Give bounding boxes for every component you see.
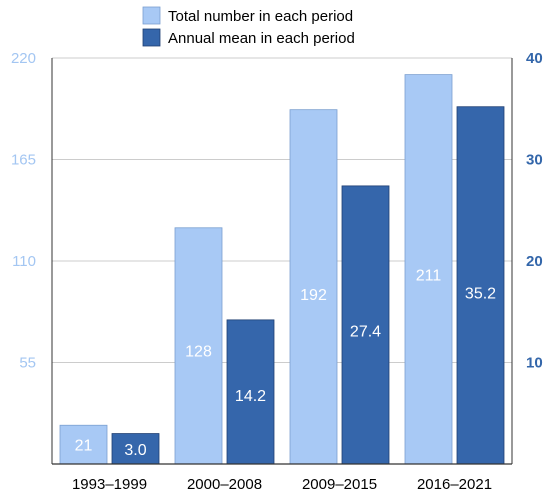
axes: 55 110 165 220 10 20 30 40 1993–1999 2000–2008 200… [11,50,543,493]
bar-total [174,227,223,465]
category-label: 2009–2015 [302,476,377,493]
left-axis-tick-label: 220 [11,50,36,67]
bar-data-label: 211 [416,268,442,285]
bar-data-label: 35.2 [465,286,496,303]
bar-data-label: 27.4 [350,324,381,341]
category-label: 2000–2008 [187,476,262,493]
bar-total [289,109,338,465]
right-axis-tick-label: 10 [526,355,543,372]
left-axis-tick-label: 55 [19,355,36,372]
bar-data-label: 14.2 [235,388,266,405]
bar-data-label: 3.0 [124,442,146,459]
bar-mean [456,106,505,465]
legend-swatch-mean [142,28,161,47]
legend-label-mean: Annual mean in each period [168,30,355,47]
left-axis-tick-label: 165 [11,152,36,169]
bar-data-label: 21 [75,438,93,455]
bar-total [59,424,108,465]
left-axis-tick-label: 110 [12,253,36,270]
right-axis-tick-label: 40 [526,50,543,67]
bars: 21 3.0 128 14.2 192 27.4 211 35.2 [59,74,505,465]
legend-label-total: Total number in each period [168,8,353,25]
bar-data-label: 192 [300,287,327,304]
bar-total [404,74,453,465]
category-label: 1993–1999 [72,476,147,493]
bar-mean [226,319,275,465]
category-label: 2016–2021 [417,476,492,493]
right-axis-tick-label: 30 [526,152,543,169]
bar-mean [341,185,390,465]
right-axis-tick-label: 20 [526,253,543,270]
legend-swatch-total [142,6,161,25]
legend: Total number in each period Annual mean … [142,6,355,47]
bar-data-label: 128 [185,344,212,361]
